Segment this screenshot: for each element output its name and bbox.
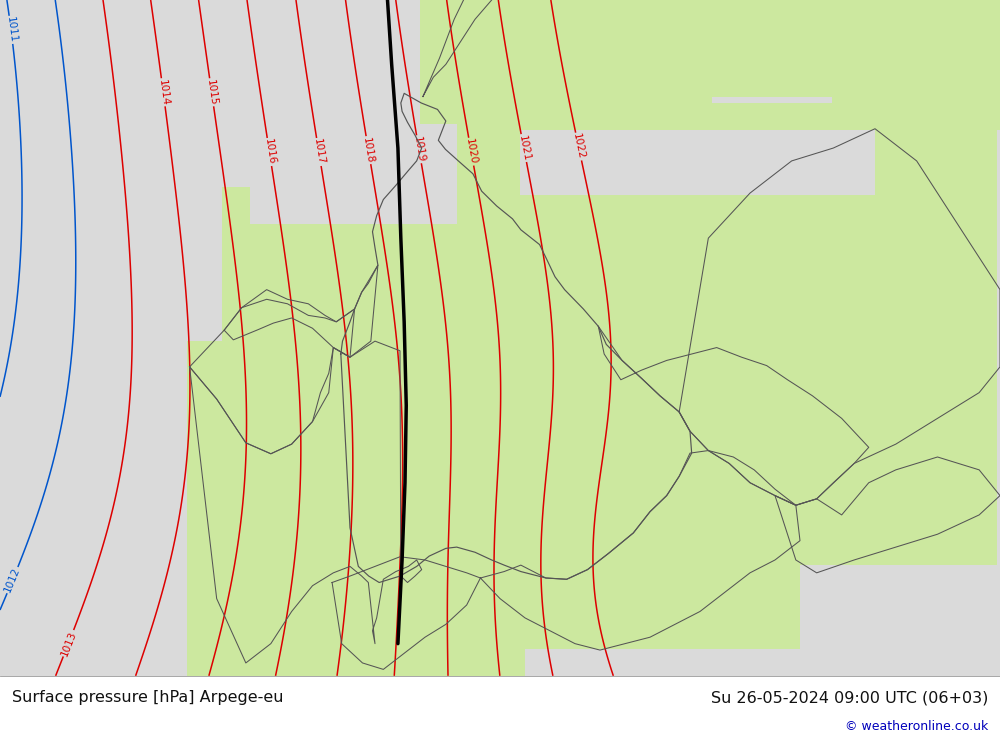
- Text: 1020: 1020: [464, 138, 478, 166]
- Text: 1014: 1014: [157, 78, 170, 106]
- Text: 1021: 1021: [516, 134, 531, 162]
- Text: 1018: 1018: [361, 136, 376, 164]
- Text: 1012: 1012: [3, 566, 22, 594]
- Text: 1013: 1013: [59, 629, 78, 658]
- Text: © weatheronline.co.uk: © weatheronline.co.uk: [845, 720, 988, 733]
- Text: 1011: 1011: [4, 16, 18, 43]
- Text: Surface pressure [hPa] Arpege-eu: Surface pressure [hPa] Arpege-eu: [12, 690, 284, 705]
- Text: 1022: 1022: [571, 133, 586, 161]
- Text: Su 26-05-2024 09:00 UTC (06+03): Su 26-05-2024 09:00 UTC (06+03): [711, 690, 988, 705]
- Text: 1015: 1015: [205, 78, 218, 106]
- Text: 1016: 1016: [262, 139, 276, 166]
- Text: 1017: 1017: [312, 139, 326, 166]
- Text: 1019: 1019: [412, 136, 426, 163]
